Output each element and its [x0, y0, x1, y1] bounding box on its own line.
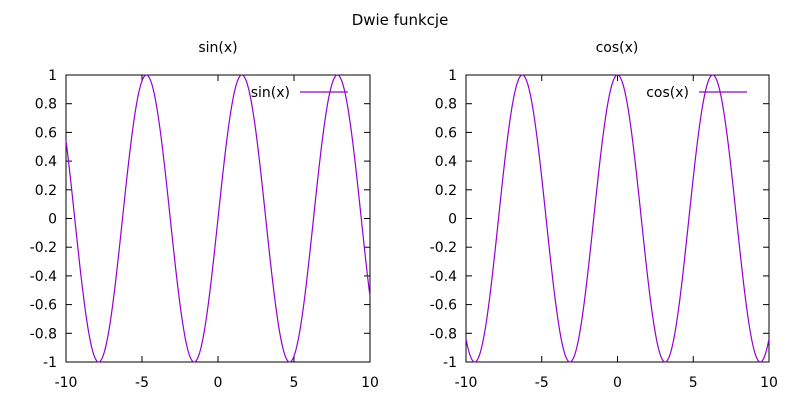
legend-label: cos(x): [646, 85, 689, 101]
y-tick-label: 0.6: [435, 125, 457, 141]
x-tick-label: 5: [290, 375, 299, 391]
y-tick-label: -0.6: [30, 298, 57, 314]
x-tick-label: -10: [455, 375, 478, 391]
series-line-sin(x): [65, 74, 371, 363]
y-tick-label: -1: [43, 355, 57, 371]
y-tick-label: 0.4: [35, 154, 57, 170]
x-tick-label: -5: [535, 375, 549, 391]
legend-label: sin(x): [251, 85, 290, 101]
y-tick-label: -1: [443, 355, 457, 371]
y-tick-label: 0.2: [435, 183, 457, 199]
y-tick-label: 0.6: [35, 125, 57, 141]
y-tick-label: -0.2: [430, 240, 457, 256]
y-tick-label: 1: [48, 68, 57, 84]
y-tick-label: 1: [448, 68, 457, 84]
y-tick-label: -0.8: [430, 326, 457, 342]
x-tick-label: -5: [135, 375, 149, 391]
x-tick-label: 5: [689, 375, 698, 391]
y-tick-label: 0.4: [435, 154, 457, 170]
y-tick-label: -0.8: [30, 326, 57, 342]
y-tick-label: -0.6: [430, 298, 457, 314]
y-tick-label: 0.2: [35, 183, 57, 199]
series-line-cos(x): [465, 74, 770, 363]
y-tick-label: -0.4: [430, 269, 457, 285]
x-tick-label: 10: [361, 375, 379, 391]
chart-title: sin(x): [198, 40, 237, 56]
y-tick-label: 0: [448, 212, 457, 228]
x-tick-label: 0: [214, 375, 223, 391]
chart-title: cos(x): [596, 40, 639, 56]
y-tick-label: 0.8: [435, 97, 457, 113]
chart-panel-cos: cos(x) -1 -0.8 -0.6 -0.4 -0.2 0 0.2 0.4 0.6 0.8 1 -1…: [430, 40, 778, 391]
figure-title: Dwie funkcje: [352, 11, 449, 29]
x-tick-label: -10: [55, 375, 78, 391]
y-tick-label: 0: [48, 212, 57, 228]
x-tick-label: 10: [760, 375, 778, 391]
chart-panel-sin: sin(x) -1 -0.8 -0.6 -0.4 -0.2 0 0.2 0.4 0.6 0.8 1 -1…: [30, 40, 379, 391]
y-tick-label: 0.8: [35, 97, 57, 113]
y-tick-label: -0.4: [30, 269, 57, 285]
y-tick-label: -0.2: [30, 240, 57, 256]
x-tick-label: 0: [613, 375, 622, 391]
plot-frame: [465, 74, 770, 363]
